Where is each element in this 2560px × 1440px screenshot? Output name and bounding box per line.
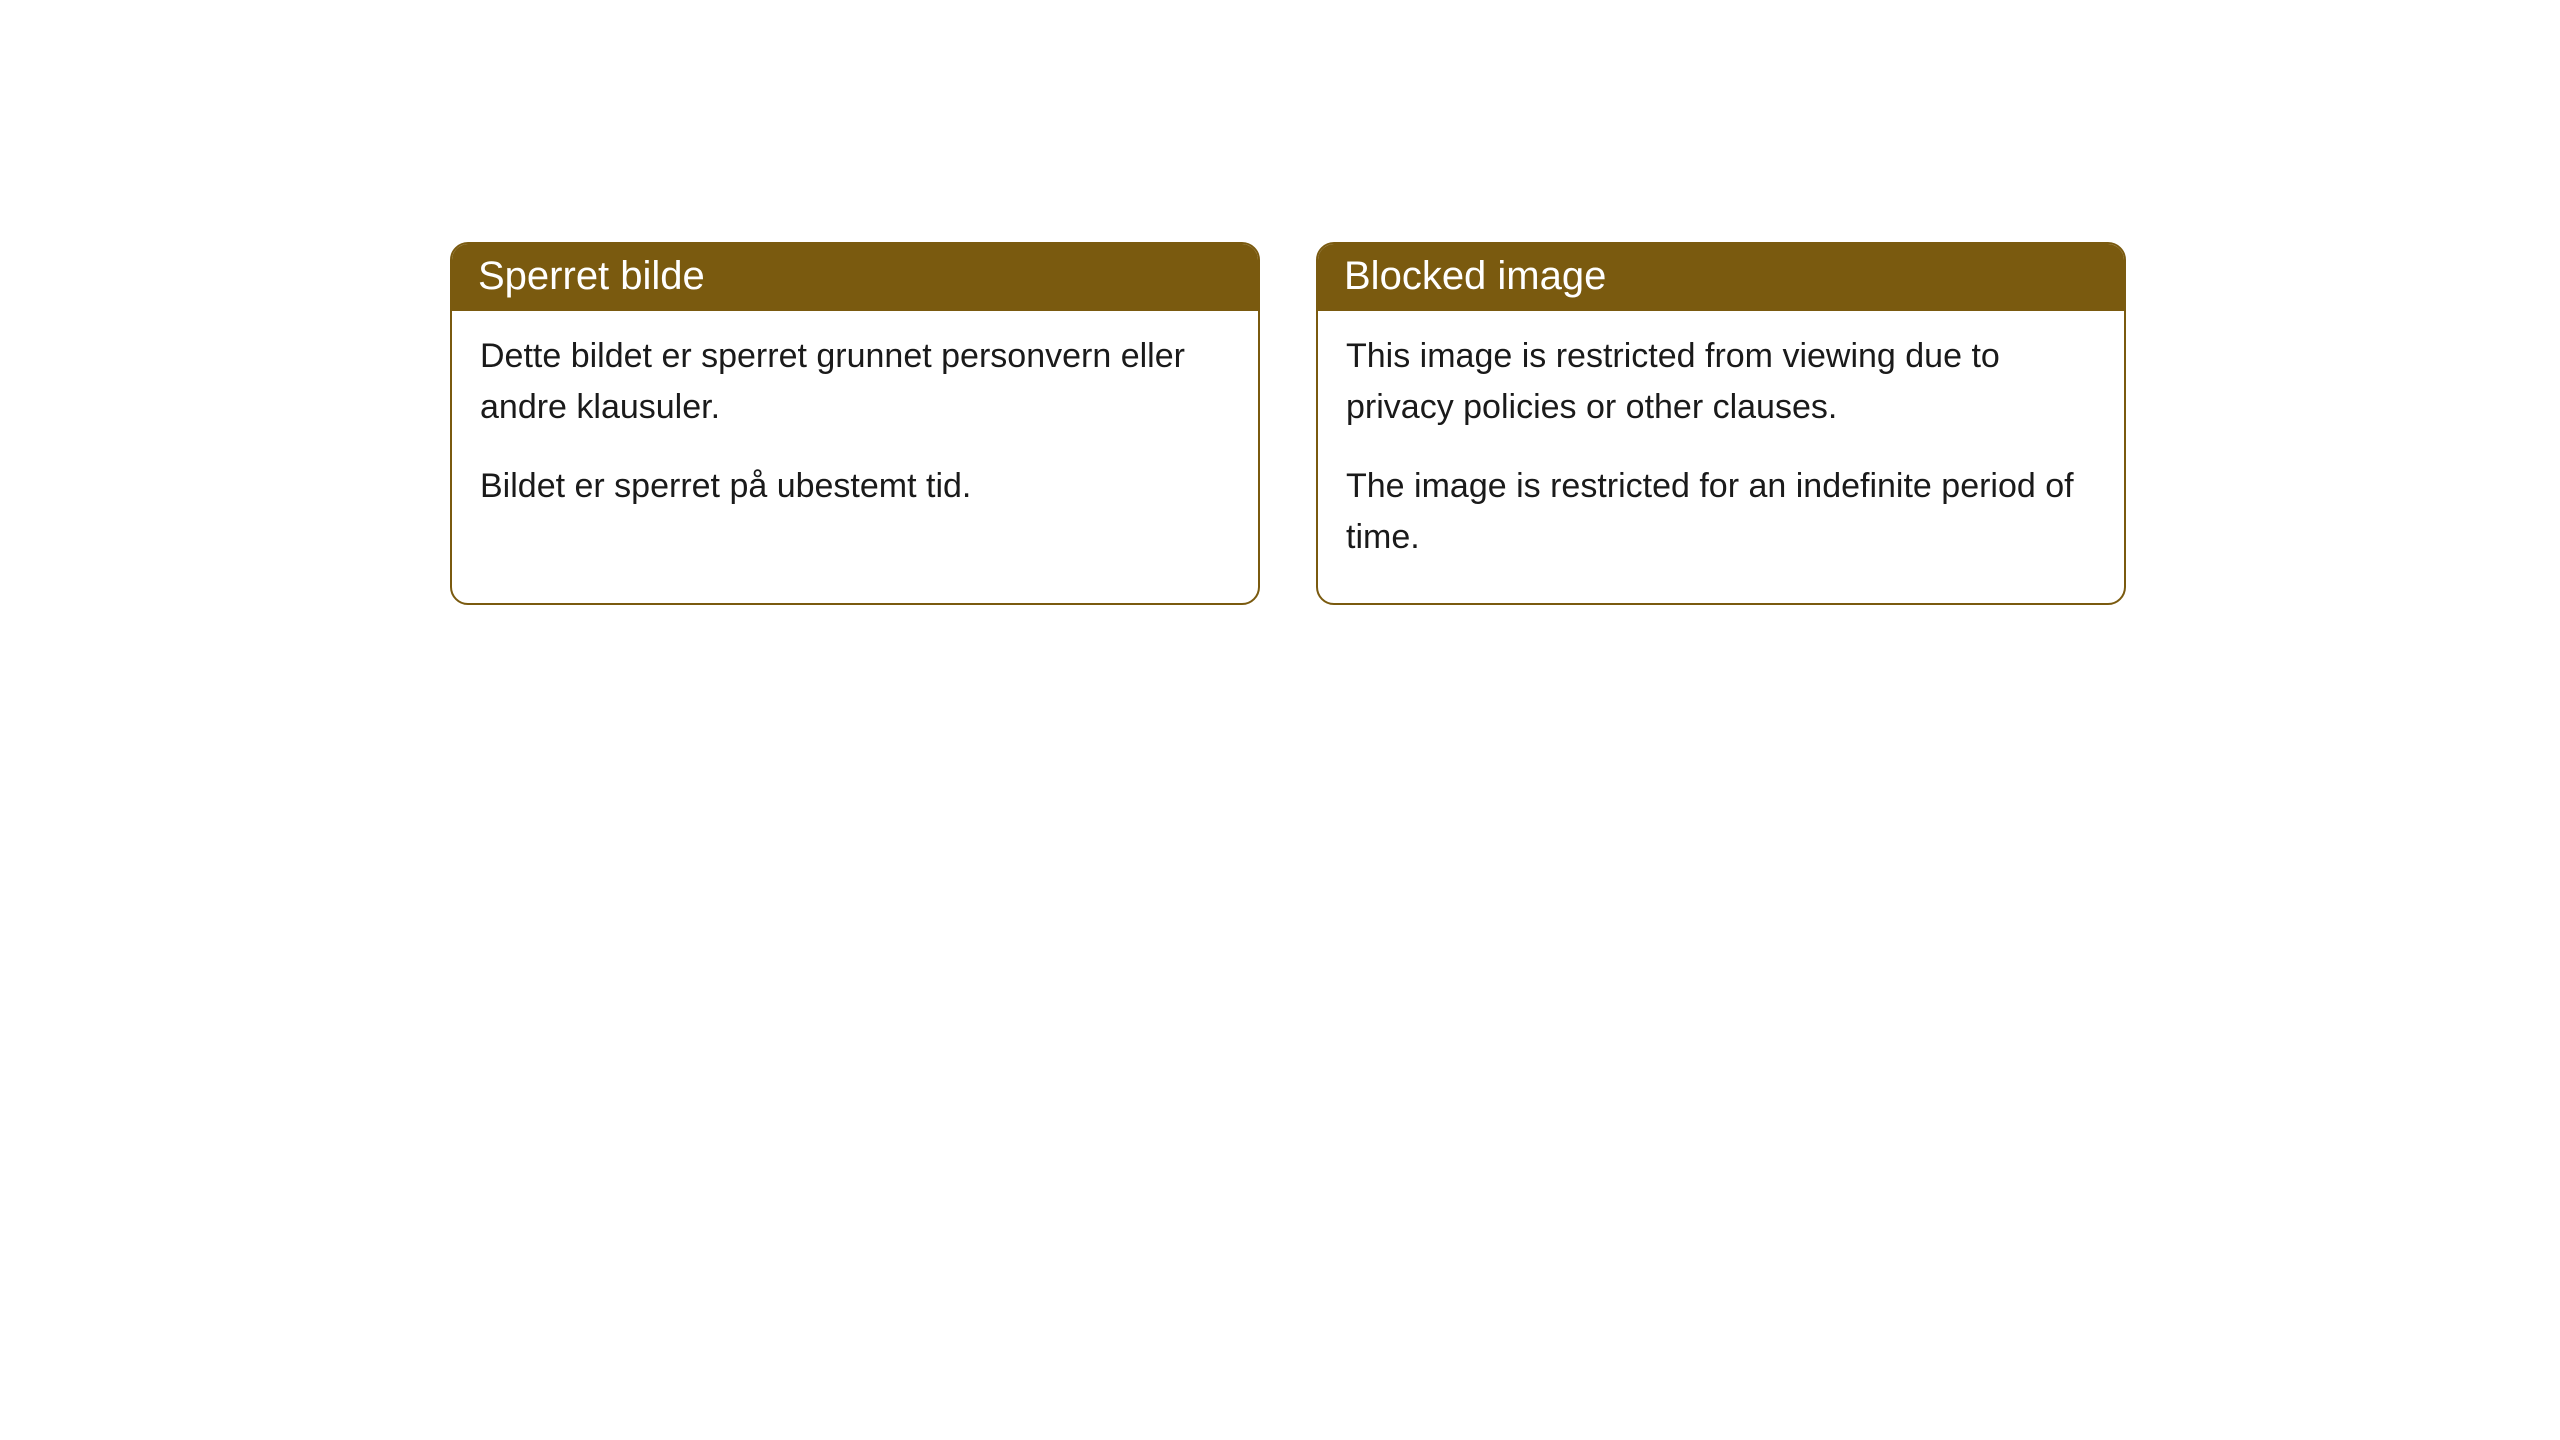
notice-cards-container: Sperret bilde Dette bildet er sperret gr… [450,242,2126,605]
notice-card-english: Blocked image This image is restricted f… [1316,242,2126,605]
card-paragraph: This image is restricted from viewing du… [1346,331,2096,433]
card-paragraph: Bildet er sperret på ubestemt tid. [480,461,1230,512]
card-header: Sperret bilde [452,244,1258,311]
card-title: Sperret bilde [478,254,705,298]
card-body: This image is restricted from viewing du… [1318,311,2124,603]
card-paragraph: Dette bildet er sperret grunnet personve… [480,331,1230,433]
card-paragraph: The image is restricted for an indefinit… [1346,461,2096,563]
notice-card-norwegian: Sperret bilde Dette bildet er sperret gr… [450,242,1260,605]
card-body: Dette bildet er sperret grunnet personve… [452,311,1258,552]
card-header: Blocked image [1318,244,2124,311]
card-title: Blocked image [1344,254,1606,298]
